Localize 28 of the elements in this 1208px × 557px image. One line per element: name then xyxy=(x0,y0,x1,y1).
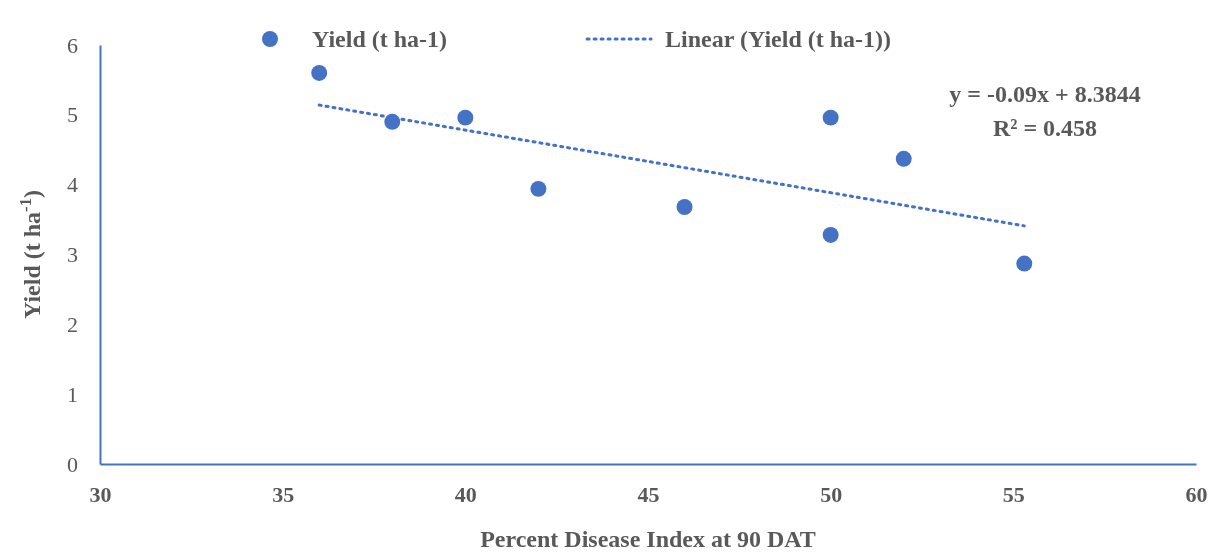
y-tick-label: 0 xyxy=(67,451,78,477)
y-tick-label: 1 xyxy=(67,381,78,407)
point xyxy=(1016,255,1033,272)
annotation: R² = 0.458 xyxy=(992,115,1098,141)
point xyxy=(822,109,839,126)
x-tick-label: 40 xyxy=(454,481,477,507)
legend-label: Yield (t ha-1) xyxy=(312,26,448,52)
y-tick-label: 5 xyxy=(67,102,78,128)
y-tick-label: 3 xyxy=(67,242,78,268)
x-tick-label: 45 xyxy=(637,481,660,507)
annotation: y = -0.09x + 8.3844 xyxy=(949,81,1141,107)
x-tick-label: 35 xyxy=(272,481,295,507)
y-tick-label: 4 xyxy=(67,172,78,198)
point xyxy=(676,199,693,215)
point xyxy=(895,150,912,167)
x-tick-label: 55 xyxy=(1002,481,1025,507)
x-axis-title: Percent Disease Index at 90 DAT xyxy=(480,526,816,552)
point xyxy=(822,226,839,243)
point xyxy=(530,180,547,197)
point xyxy=(311,64,328,81)
x-tick-label: 50 xyxy=(820,481,843,507)
x-tick-label: 60 xyxy=(1185,481,1208,507)
x-tick-label: 30 xyxy=(89,481,112,507)
point xyxy=(384,113,401,130)
y-tick-label: 6 xyxy=(67,32,78,58)
legend-label: Linear (Yield (t ha-1)) xyxy=(665,26,892,52)
y-tick-label: 2 xyxy=(67,311,78,337)
point xyxy=(457,109,474,126)
